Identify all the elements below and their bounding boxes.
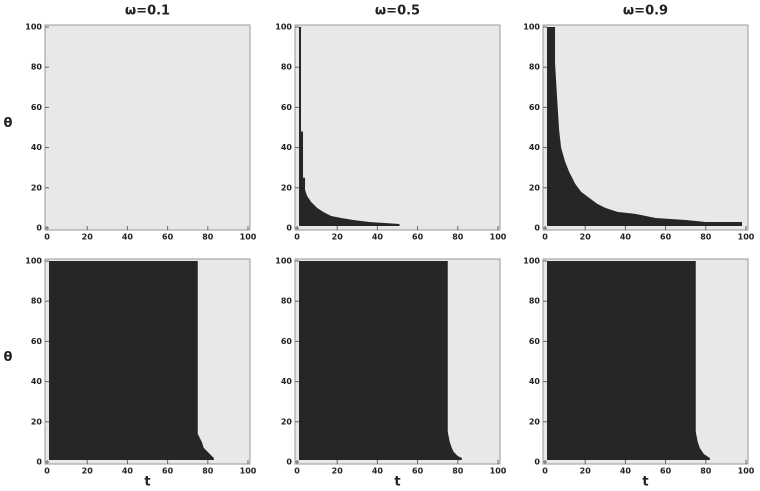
y-tick-label: 100: [275, 257, 292, 266]
y-tick-label: 60: [281, 337, 293, 346]
y-tick-label: 20: [31, 417, 43, 426]
y-tick-label: 60: [281, 103, 293, 112]
x-tick-label: 20: [332, 233, 344, 242]
y-tick-label: 20: [529, 417, 541, 426]
region: [299, 261, 462, 460]
x-axis-label: t: [642, 475, 648, 490]
y-tick-label: 80: [529, 297, 541, 306]
x-tick-label: 60: [660, 467, 672, 476]
y-tick-label: 100: [25, 257, 42, 266]
y-tick-label: 20: [31, 183, 43, 192]
x-tick-label: 40: [372, 467, 384, 476]
y-tick-label: 100: [523, 257, 540, 266]
y-tick-label: 60: [529, 103, 541, 112]
y-tick-label: 100: [523, 23, 540, 32]
x-tick-label: 20: [580, 467, 592, 476]
x-tick-label: 0: [44, 233, 50, 242]
x-tick-label: 80: [700, 233, 712, 242]
x-tick-label: 40: [620, 233, 632, 242]
y-axis-label: θ: [4, 350, 13, 365]
x-tick-label: 20: [82, 467, 94, 476]
y-tick-label: 80: [281, 63, 293, 72]
y-tick-label: 80: [31, 63, 43, 72]
y-tick-label: 60: [31, 337, 43, 346]
x-tick-label: 40: [372, 233, 384, 242]
x-tick-label: 40: [122, 467, 134, 476]
y-tick-label: 40: [281, 143, 293, 152]
region: [547, 27, 742, 226]
panel-title: ω=0.5: [375, 4, 420, 19]
x-tick-label: 0: [542, 233, 548, 242]
x-tick-label: 80: [202, 233, 214, 242]
x-tick-label: 20: [332, 467, 344, 476]
x-tick-label: 40: [122, 233, 134, 242]
x-tick-label: 40: [620, 467, 632, 476]
x-tick-label: 0: [44, 467, 50, 476]
x-tick-label: 100: [738, 467, 755, 476]
x-tick-label: 20: [580, 233, 592, 242]
x-tick-label: 0: [294, 233, 300, 242]
y-tick-label: 0: [534, 458, 540, 467]
y-tick-label: 40: [31, 143, 43, 152]
region: [49, 261, 214, 460]
y-tick-label: 40: [31, 377, 43, 386]
y-tick-label: 80: [281, 297, 293, 306]
x-tick-label: 80: [452, 233, 464, 242]
x-axis-label: t: [394, 475, 400, 490]
x-tick-label: 60: [162, 233, 174, 242]
y-tick-label: 20: [281, 417, 293, 426]
x-tick-label: 0: [294, 467, 300, 476]
x-tick-label: 20: [82, 233, 94, 242]
x-tick-label: 60: [412, 467, 424, 476]
x-tick-label: 100: [240, 467, 257, 476]
plot-area: [44, 24, 251, 231]
y-tick-label: 0: [36, 458, 42, 467]
y-tick-label: 40: [529, 143, 541, 152]
x-tick-label: 60: [412, 233, 424, 242]
y-tick-label: 0: [286, 224, 292, 233]
y-tick-label: 0: [36, 224, 42, 233]
x-tick-label: 80: [202, 467, 214, 476]
y-tick-label: 60: [529, 337, 541, 346]
y-tick-label: 60: [31, 103, 43, 112]
x-tick-label: 80: [452, 467, 464, 476]
panel-title: ω=0.1: [125, 4, 170, 19]
y-tick-label: 100: [275, 23, 292, 32]
x-tick-label: 60: [660, 233, 672, 242]
y-tick-label: 40: [281, 377, 293, 386]
x-tick-label: 80: [700, 467, 712, 476]
y-tick-label: 80: [529, 63, 541, 72]
y-tick-label: 0: [534, 224, 540, 233]
x-tick-label: 100: [738, 233, 755, 242]
y-tick-label: 80: [31, 297, 43, 306]
x-tick-label: 60: [162, 467, 174, 476]
x-tick-label: 100: [490, 233, 507, 242]
x-tick-label: 0: [542, 467, 548, 476]
y-tick-label: 20: [529, 183, 541, 192]
x-tick-label: 100: [490, 467, 507, 476]
plot-area: [294, 24, 501, 231]
panel-title: ω=0.9: [623, 4, 668, 19]
x-tick-label: 100: [240, 233, 257, 242]
y-axis-label: θ: [4, 116, 13, 131]
region: [547, 261, 710, 460]
y-tick-label: 40: [529, 377, 541, 386]
y-tick-label: 100: [25, 23, 42, 32]
y-tick-label: 20: [281, 183, 293, 192]
region: [299, 27, 400, 226]
y-tick-label: 0: [286, 458, 292, 467]
x-axis-label: t: [144, 475, 150, 490]
